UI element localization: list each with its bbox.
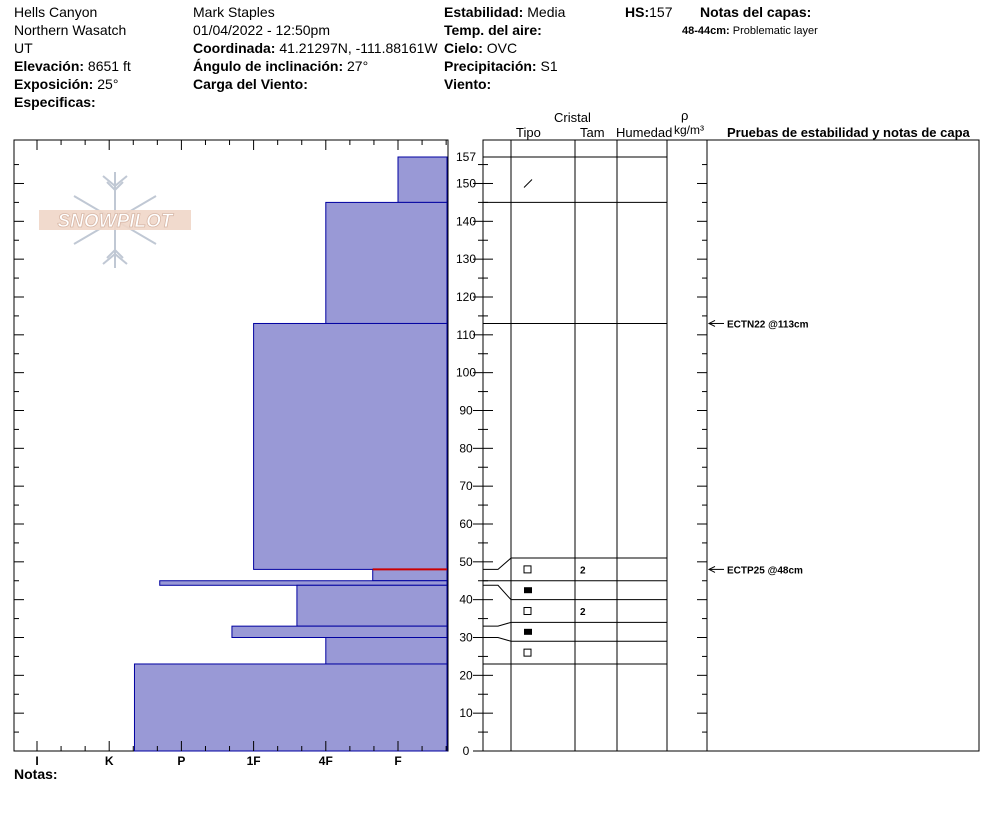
hardness-tick-label: K [105, 754, 114, 768]
precip-value: S1 [540, 58, 558, 74]
depth-tick-label: 80 [459, 441, 473, 455]
depth-tick-label: 100 [456, 366, 476, 380]
hardness-bar [325, 201, 448, 324]
crystal-size: 2 [580, 607, 586, 618]
depth-tick-label: 130 [456, 252, 476, 266]
layer-notes-label: Notas del capas: [700, 4, 812, 20]
logo-text: SNOWPILOT [57, 211, 173, 232]
stability: Estabilidad: Media [444, 3, 565, 21]
elevation: Elevación: 8651 ft [14, 57, 131, 75]
depth-tick-label: 120 [456, 290, 476, 304]
depth-tick-label: 150 [456, 176, 476, 190]
state: UT [14, 40, 33, 56]
test-arrowhead [707, 565, 716, 573]
depth-tick-label: 70 [459, 479, 473, 493]
hs-value: 157 [649, 4, 673, 20]
layer-connector [483, 636, 512, 642]
type-heading: Tipo [516, 125, 541, 140]
depth-tick-label: 157 [456, 150, 476, 164]
aspect-value: 25° [97, 76, 119, 92]
hardness-tick-label: 4F [319, 754, 333, 768]
logo-band [39, 210, 191, 230]
depth-tick-label: 60 [459, 517, 473, 531]
slope-value: 27° [347, 58, 369, 74]
moisture-heading: Humedad [616, 125, 673, 140]
snow-height: HS:157 [625, 3, 672, 21]
layer-note-text: Problematic layer [732, 25, 818, 37]
layer-connector [483, 584, 512, 600]
crystal-symbol [523, 565, 532, 574]
elevation-value: 8651 ft [87, 58, 131, 74]
tests-heading: Pruebas de estabilidad y notas de capa [727, 125, 970, 140]
wind-load-label: Carga del Viento: [193, 76, 308, 92]
depth-tick-label: 10 [459, 706, 473, 720]
snowpilot-logo: SNOWPILOT [39, 172, 191, 268]
hardness-bar [253, 322, 448, 570]
coord-value: 41.21297N, -111.88161W [279, 40, 438, 56]
test-label: ECTP25 @48cm [727, 565, 803, 576]
hardness-tick-label: F [394, 754, 401, 768]
density-heading: kg/m³ [674, 123, 704, 137]
depth-tick-label: 50 [459, 555, 473, 569]
hardness-bar [296, 584, 448, 627]
stability-label: Estabilidad: [444, 4, 524, 20]
notes-label: Notas: [14, 766, 58, 782]
depth-tick-label: 110 [456, 328, 475, 342]
aspect-label: Exposición: [14, 76, 94, 92]
depth-tick-label: 20 [459, 668, 473, 682]
depth-tick-label: 90 [459, 403, 473, 417]
crystal-heading: Cristal [554, 110, 591, 125]
stability-value: Media [527, 4, 566, 20]
precipitation: Precipitación: S1 [444, 57, 558, 75]
hardness-bar [325, 636, 448, 665]
layer-note-depth: 48-44cm: [682, 25, 730, 37]
coordinates: Coordinada: 41.21297N, -111.88161W [193, 39, 438, 57]
depth-tick-label: 140 [456, 214, 476, 228]
size-heading: Tam [580, 125, 605, 140]
air-temp-label: Temp. del aire: [444, 22, 542, 38]
coord-label: Coordinada: [193, 40, 276, 56]
depth-tick-label: 30 [459, 630, 473, 644]
wind-label: Viento: [444, 76, 492, 92]
hardness-tick-label: I [35, 754, 38, 768]
crystal-size: 2 [580, 565, 586, 576]
crystal-symbol [523, 179, 533, 188]
range: Northern Wasatch [14, 22, 127, 38]
rho-heading: ρ [681, 108, 689, 123]
depth-tick-label: 0 [463, 744, 470, 758]
hardness-bar [231, 625, 448, 638]
hs-label: HS: [625, 4, 650, 20]
sky: Cielo: OVC [444, 39, 517, 57]
location: Hells Canyon [14, 4, 98, 20]
crystal-symbol [524, 587, 532, 594]
hardness-bar [159, 580, 448, 586]
aspect: Exposición: 25° [14, 75, 118, 93]
layer-note: 48-44cm: Problematic layer [682, 22, 818, 40]
layer-connector [483, 621, 512, 627]
crystal-symbol [524, 628, 532, 635]
hardness-tick-label: P [177, 754, 185, 768]
sky-value: OVC [486, 40, 518, 56]
observer: Mark Staples [193, 4, 275, 20]
slope-label: Ángulo de inclinación: [193, 58, 344, 74]
hardness-tick-label: 1F [247, 754, 261, 768]
sky-label: Cielo: [444, 40, 483, 56]
specifics-label: Especificas: [14, 94, 96, 110]
hardness-bar [372, 568, 448, 582]
hardness-bar [133, 663, 448, 752]
layer-connector [483, 557, 512, 570]
hardness-bar [397, 156, 448, 203]
crystal-symbol [523, 648, 532, 657]
precip-label: Precipitación: [444, 58, 537, 74]
crystal-table-frame [482, 139, 980, 752]
test-arrowhead [707, 320, 716, 327]
crystal-symbol [523, 607, 532, 616]
test-label: ECTN22 @113cm [727, 319, 809, 330]
elevation-label: Elevación: [14, 58, 85, 74]
depth-tick-label: 40 [459, 593, 473, 607]
datetime: 01/04/2022 - 12:50pm [193, 22, 330, 38]
slope: Ángulo de inclinación: 27° [193, 57, 368, 75]
